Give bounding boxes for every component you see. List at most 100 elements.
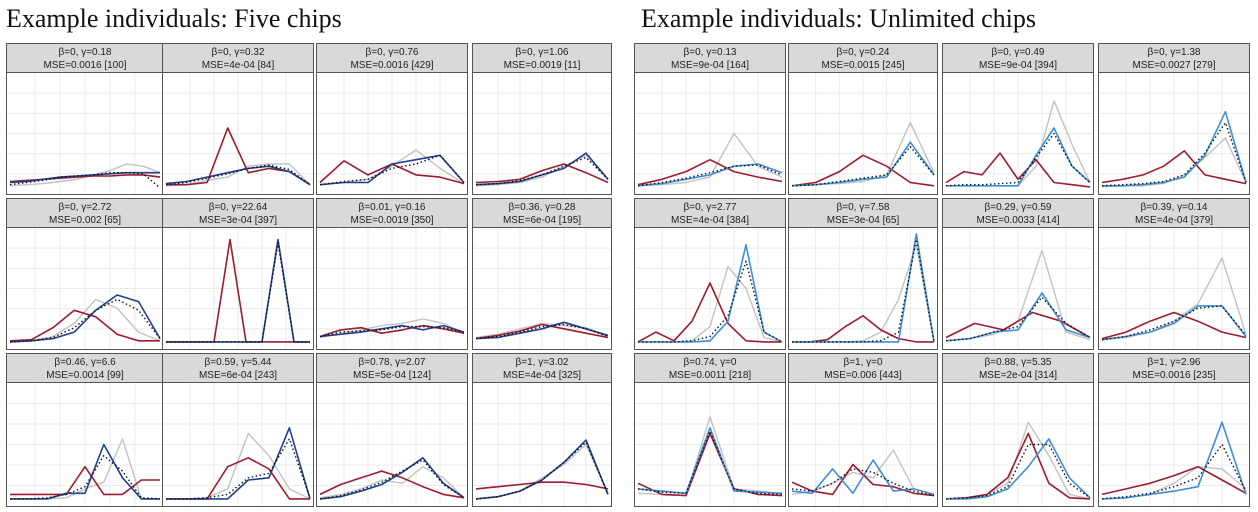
facet-panel: β=0.46, γ=6.6 MSE=0.0014 [99]: [6, 353, 164, 507]
group-title-unlimited-chips: Example individuals: Unlimited chips: [641, 4, 1037, 33]
gridlines: [789, 228, 937, 349]
facet-plot-area: [1099, 73, 1249, 194]
facet-strip: β=0, γ=0.49 MSE=9e-04 [394]: [943, 44, 1093, 73]
facet-mse-label: MSE=4e-04 [84]: [201, 60, 275, 71]
facet-panel: β=0, γ=1.06 MSE=0.0019 [11]: [472, 43, 612, 195]
facet-params-label: β=0.78, γ=2.07: [358, 357, 426, 368]
facet-panel: β=0.01, γ=0.16 MSE=0.0019 [350]: [316, 198, 468, 350]
line-plot: [789, 228, 937, 349]
facet-params-label: β=1, γ=2.96: [1147, 357, 1201, 368]
facet-plot-area: [943, 228, 1093, 349]
series-dotted-line: [791, 468, 935, 497]
facet-params-label: β=0, γ=0.24: [836, 47, 890, 58]
series-red-line: [475, 163, 609, 184]
series-blue-line: [791, 141, 935, 187]
facet-mse-label: MSE=6e-04 [243]: [198, 370, 278, 381]
series-blue-line: [637, 426, 783, 495]
facet-mse-label: MSE=4e-04 [379]: [1134, 215, 1214, 226]
series-grey-line: [637, 132, 783, 187]
line-plot: [7, 228, 163, 349]
facet-plot-area: [7, 73, 163, 194]
facet-strip: β=0, γ=0.18 MSE=0.0016 [100]: [7, 44, 163, 73]
facet-panel: β=0.29, γ=0.59 MSE=0.0033 [414]: [942, 198, 1094, 350]
line-plot: [7, 73, 163, 194]
series-blue-line: [1101, 421, 1247, 500]
facet-plot-area: [317, 383, 467, 506]
facet-panel: β=1, γ=3.02 MSE=4e-04 [325]: [472, 353, 612, 507]
facet-mse-label: MSE=3e-04 [65]: [826, 215, 900, 226]
series-dotted-line: [319, 154, 465, 186]
gridlines: [473, 73, 611, 194]
gridlines: [789, 73, 937, 194]
facet-strip: β=0, γ=7.58 MSE=3e-04 [65]: [789, 199, 937, 228]
line-plot: [317, 383, 467, 506]
series-dotted-line: [9, 298, 161, 343]
series-dotted-line: [319, 459, 465, 500]
facet-panel: β=0.59, γ=5.44 MSE=6e-04 [243]: [162, 353, 314, 507]
facet-panel: β=0, γ=0.13 MSE=9e-04 [164]: [634, 43, 786, 195]
gridlines: [635, 383, 785, 506]
facet-params-label: β=0.59, γ=5.44: [204, 357, 272, 368]
series-dotted-line: [637, 164, 783, 187]
facet-plot-area: [789, 228, 937, 349]
series-blue-line: [319, 457, 465, 500]
facet-plot-area: [789, 73, 937, 194]
facet-strip: β=0, γ=2.77 MSE=4e-04 [384]: [635, 199, 785, 228]
series-dotted-line: [165, 164, 311, 186]
gridlines: [1099, 383, 1249, 506]
series-red-line: [475, 481, 609, 490]
gridlines: [635, 73, 785, 194]
facet-panel: β=0.74, γ=0 MSE=0.0011 [218]: [634, 353, 786, 507]
facet-strip: β=0, γ=1.38 MSE=0.0027 [279]: [1099, 44, 1249, 73]
line-plot: [1099, 383, 1249, 506]
series-dotted-line: [638, 260, 783, 343]
series-blue-line: [1102, 110, 1247, 187]
series-dotted-line: [945, 443, 1091, 500]
series-dotted-line: [475, 441, 609, 500]
facet-panel: β=1, γ=2.96 MSE=0.0016 [235]: [1098, 353, 1250, 507]
facet-params-label: β=0.88, γ=5.35: [984, 357, 1052, 368]
gridlines: [317, 383, 467, 506]
series-grey-line: [475, 154, 609, 187]
facet-mse-label: MSE=5e-04 [124]: [352, 370, 432, 381]
series-red-line: [945, 152, 1091, 188]
series-red-line: [945, 311, 1091, 339]
series-blue-line: [9, 171, 160, 184]
series-dotted-line: [319, 325, 465, 338]
line-plot: [943, 73, 1093, 194]
facet-plot-area: [1099, 383, 1249, 506]
facet-params-label: β=0.36, γ=0.28: [508, 202, 576, 213]
gridlines: [163, 73, 313, 194]
series-dotted-line: [166, 241, 310, 343]
facet-mse-label: MSE=0.0014 [99]: [46, 370, 124, 381]
facet-strip: β=0.39, γ=0.14 MSE=4e-04 [379]: [1099, 199, 1249, 228]
series-dotted-line: [945, 132, 1091, 187]
series-dotted-line: [1101, 443, 1247, 500]
facet-strip: β=0.29, γ=0.59 MSE=0.0033 [414]: [943, 199, 1093, 228]
facet-params-label: β=0, γ=2.77: [683, 202, 737, 213]
facet-panel: β=0, γ=0.32 MSE=4e-04 [84]: [162, 43, 314, 195]
facet-mse-label: MSE=9e-04 [394]: [978, 60, 1058, 71]
facet-strip: β=0, γ=22.64 MSE=3e-04 [397]: [163, 199, 313, 228]
series-dotted-line: [1101, 305, 1247, 341]
line-plot: [473, 228, 611, 349]
gridlines: [1099, 73, 1249, 194]
series-red-line: [791, 463, 935, 497]
facet-plot-area: [635, 383, 785, 506]
gridlines: [7, 73, 163, 194]
gridlines: [1099, 228, 1249, 349]
facet-mse-label: MSE=0.0016 [429]: [350, 60, 434, 71]
line-plot: [789, 73, 937, 194]
facet-params-label: β=0, γ=0.49: [991, 47, 1045, 58]
facet-strip: β=0, γ=2.72 MSE=0.002 [65]: [7, 199, 163, 228]
facet-params-label: β=0, γ=1.06: [515, 47, 569, 58]
line-plot: [943, 228, 1093, 349]
facet-params-label: β=0.46, γ=6.6: [54, 357, 116, 368]
series-red-line: [637, 158, 783, 186]
facet-params-label: β=1, γ=0: [843, 357, 883, 368]
facet-strip: β=0.78, γ=2.07 MSE=5e-04 [124]: [317, 354, 467, 383]
facet-plot-area: [317, 73, 467, 194]
series-grey-line: [319, 318, 465, 339]
facet-strip: β=1, γ=0 MSE=0.006 [443]: [789, 354, 937, 383]
facet-strip: β=0, γ=1.06 MSE=0.0019 [11]: [473, 44, 611, 73]
